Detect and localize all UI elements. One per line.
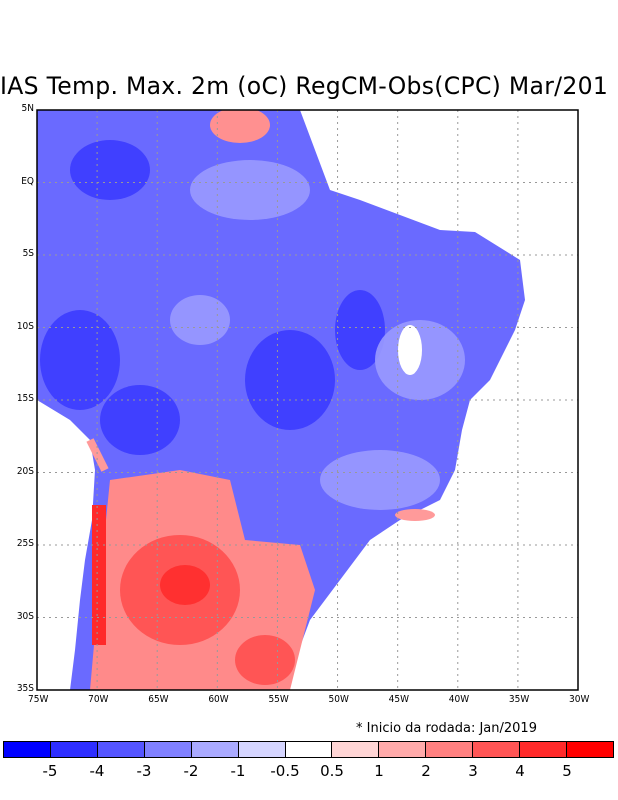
colorbar-swatch xyxy=(50,742,98,757)
lat-label: 5N xyxy=(21,103,34,114)
colorbar-label: 2 xyxy=(421,762,431,780)
lon-label: 55W xyxy=(268,694,289,705)
lon-label: 70W xyxy=(88,694,109,705)
colorbar-label: -3 xyxy=(136,762,152,780)
colorbar-swatch xyxy=(144,742,192,757)
lat-label: 10S xyxy=(16,320,34,332)
colorbar-label: 3 xyxy=(468,762,478,780)
colorbar-swatch xyxy=(332,742,380,757)
colorbar-label: 5 xyxy=(562,762,572,780)
lon-label: 60W xyxy=(208,694,229,705)
colorbar-label: 4 xyxy=(515,762,525,780)
lon-label: 30W xyxy=(569,694,590,705)
lat-label: 20S xyxy=(16,465,34,477)
lon-label: 35W xyxy=(508,694,530,705)
colorbar-label: 1 xyxy=(374,762,384,780)
lat-label: 15S xyxy=(16,393,34,404)
lat-label: 5S xyxy=(22,248,34,259)
colorbar-swatch xyxy=(97,742,145,757)
colorbar-label: -5 xyxy=(42,762,58,780)
lat-label: EQ xyxy=(21,175,34,187)
map-frame xyxy=(36,109,579,691)
graticule xyxy=(37,110,578,690)
colorbar-swatch xyxy=(238,742,286,757)
colorbar xyxy=(3,741,614,758)
colorbar-swatch xyxy=(4,742,51,757)
lat-label: 25S xyxy=(16,538,34,549)
colorbar-swatch xyxy=(379,742,427,757)
colorbar-swatch xyxy=(473,742,521,757)
lon-label: 75W xyxy=(28,694,49,705)
lon-label: 45W xyxy=(388,694,409,705)
lat-label: 35S xyxy=(16,683,34,694)
lon-label: 40W xyxy=(448,694,470,705)
colorbar-swatch xyxy=(285,742,333,757)
colorbar-swatch xyxy=(520,742,568,757)
colorbar-label: -1 xyxy=(230,762,246,780)
lon-label: 50W xyxy=(328,694,349,705)
colorbar-label: 0.5 xyxy=(320,762,344,780)
colorbar-swatch xyxy=(426,742,474,757)
run-start-footnote: * Inicio da rodada: Jan/2019 xyxy=(356,721,537,736)
lat-label: 30S xyxy=(16,610,34,622)
colorbar-swatch xyxy=(191,742,239,757)
anomaly-map xyxy=(36,109,579,691)
colorbar-swatch xyxy=(567,742,613,757)
map-title: IAS Temp. Max. 2m (oC) RegCM-Obs(CPC) Ma… xyxy=(0,72,609,100)
lon-label: 65W xyxy=(148,694,169,705)
colorbar-label: -2 xyxy=(183,762,199,780)
colorbar-label: -4 xyxy=(89,762,105,780)
colorbar-label: -0.5 xyxy=(270,762,300,780)
